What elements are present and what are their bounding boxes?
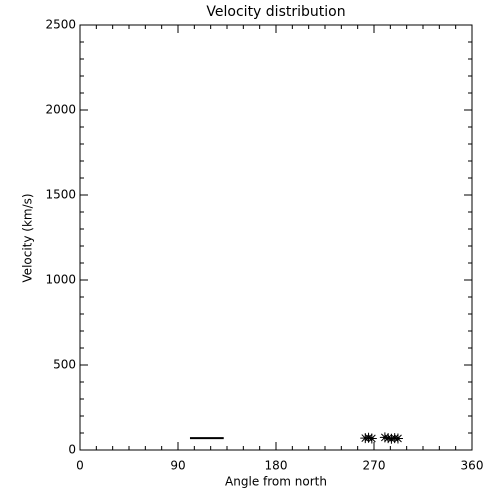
x-tick-label: 270 [363, 459, 386, 473]
asterisk-point [379, 432, 390, 443]
x-tick-label: 360 [461, 459, 484, 473]
x-tick-label: 0 [76, 459, 84, 473]
asterisk-point [366, 433, 377, 444]
y-tick-label: 1000 [45, 273, 76, 287]
y-tick-label: 2000 [45, 103, 76, 117]
y-tick-label: 2500 [45, 18, 76, 32]
asterisk-point [383, 433, 394, 444]
asterisk-point [386, 433, 397, 444]
y-axis-label: Velocity (km/s) [21, 193, 35, 282]
asterisk-point [392, 433, 403, 444]
y-tick-label: 0 [68, 443, 76, 457]
y-tick-label: 1500 [45, 188, 76, 202]
plot-frame [79, 24, 473, 451]
x-axis-label: Angle from north [225, 475, 327, 489]
y-tick-label: 500 [53, 358, 76, 372]
asterisk-point [363, 432, 374, 443]
x-tick-label: 180 [265, 459, 288, 473]
chart-title: Velocity distribution [206, 4, 345, 20]
x-tick-label: 90 [170, 459, 185, 473]
